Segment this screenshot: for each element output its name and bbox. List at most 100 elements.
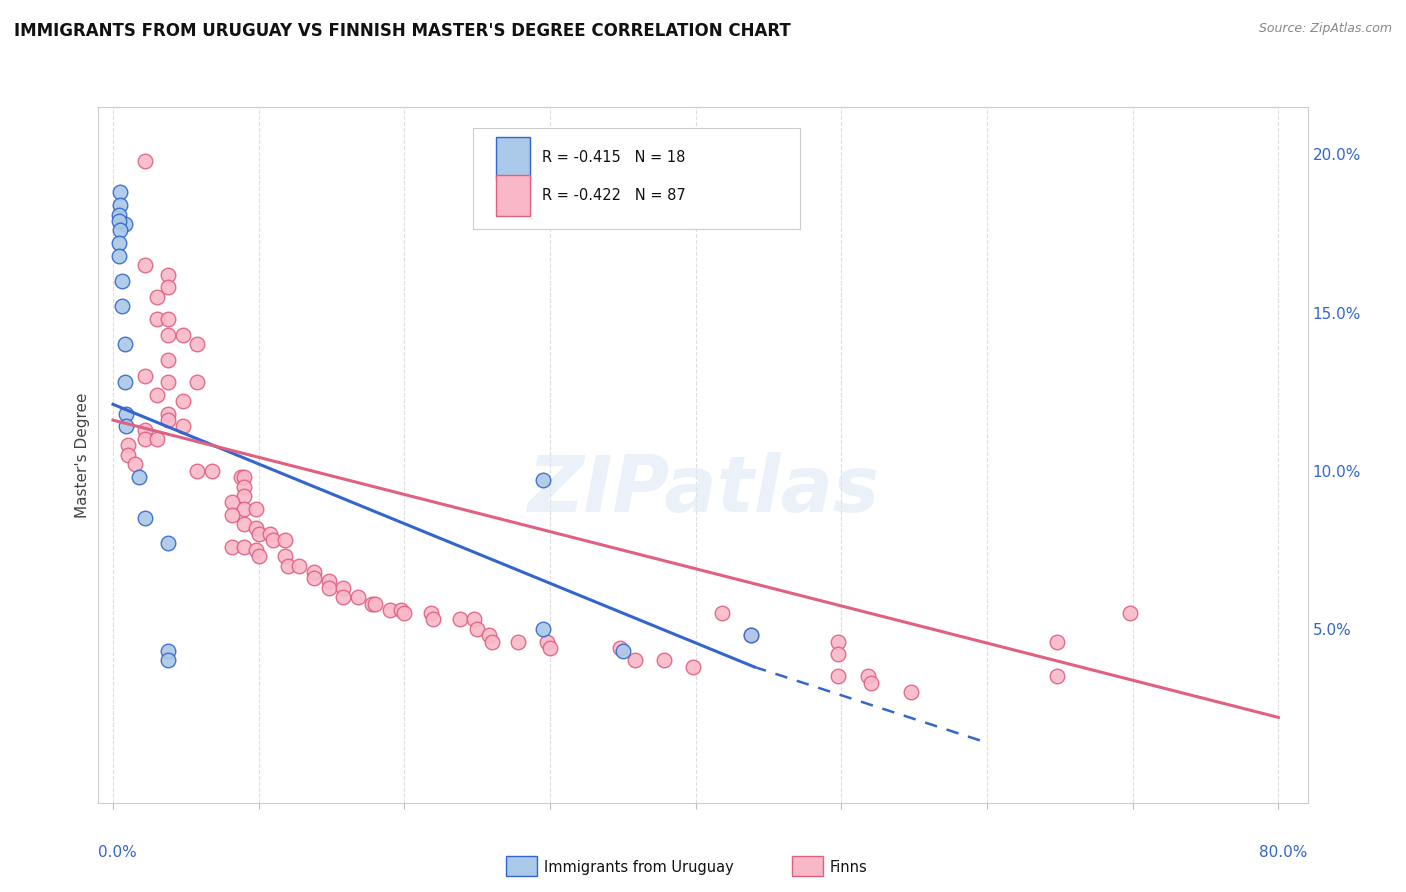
Point (288, 558, 311, 573)
Point (710, 606, 733, 620)
Point (134, 432, 156, 446)
Point (531, 622, 554, 636)
Point (364, 597, 387, 611)
Point (274, 549, 297, 563)
Point (233, 540, 256, 554)
Point (111, 274, 134, 288)
Point (157, 536, 180, 550)
Point (108, 214, 131, 228)
Point (111, 299, 134, 313)
Point (172, 327, 194, 342)
Point (361, 597, 384, 611)
Point (302, 571, 325, 585)
Point (233, 501, 256, 516)
Point (221, 540, 243, 554)
Text: ZIPatlas: ZIPatlas (527, 451, 879, 528)
Point (465, 622, 488, 636)
Point (652, 653, 675, 667)
Point (157, 413, 180, 427)
Point (145, 432, 167, 446)
Point (740, 628, 762, 642)
Point (259, 527, 281, 541)
Point (221, 508, 243, 522)
Point (1046, 634, 1069, 648)
Point (859, 675, 882, 690)
Point (110, 198, 132, 212)
Point (172, 394, 194, 409)
Point (157, 268, 180, 282)
Point (612, 644, 634, 658)
Point (110, 186, 132, 200)
Point (233, 470, 256, 484)
Point (145, 290, 167, 304)
Point (245, 501, 267, 516)
Point (134, 511, 156, 525)
Bar (496, 175, 530, 216)
Point (157, 644, 180, 658)
Point (145, 312, 167, 326)
Point (318, 581, 340, 595)
Point (117, 438, 139, 452)
Point (827, 634, 849, 648)
Point (247, 549, 270, 563)
Point (449, 612, 471, 626)
Point (245, 542, 267, 557)
Point (110, 223, 132, 237)
Point (682, 660, 704, 674)
Text: R = -0.422   N = 87: R = -0.422 N = 87 (543, 188, 686, 202)
Point (531, 473, 554, 487)
Point (115, 407, 138, 421)
Point (302, 565, 325, 579)
Point (108, 208, 131, 222)
Point (114, 337, 136, 351)
Point (391, 603, 413, 617)
Point (157, 312, 180, 326)
Point (233, 489, 256, 503)
Point (827, 647, 849, 661)
Point (157, 280, 180, 294)
Y-axis label: Master's Degree: Master's Degree (75, 392, 90, 517)
Point (145, 388, 167, 402)
Point (856, 669, 879, 683)
Point (1119, 606, 1142, 620)
Point (554, 5, 576, 20)
Point (506, 634, 529, 648)
Point (332, 581, 354, 595)
Point (221, 495, 243, 509)
Point (201, 464, 224, 478)
Point (245, 521, 267, 535)
Text: IMMIGRANTS FROM URUGUAY VS FINNISH MASTER'S DEGREE CORRELATION CHART: IMMIGRANTS FROM URUGUAY VS FINNISH MASTE… (14, 22, 790, 40)
Point (318, 574, 340, 589)
Text: R = -0.415   N = 18: R = -0.415 N = 18 (543, 151, 686, 165)
Point (378, 603, 401, 617)
Point (114, 217, 136, 231)
Point (478, 628, 501, 642)
Bar (496, 137, 530, 178)
Point (536, 634, 558, 648)
Point (422, 612, 444, 626)
Point (277, 558, 299, 573)
Point (134, 258, 156, 272)
Point (186, 375, 208, 389)
Point (900, 685, 922, 699)
Text: Immigrants from Uruguay: Immigrants from Uruguay (544, 860, 734, 874)
Point (157, 327, 180, 342)
Point (117, 448, 139, 462)
Point (394, 606, 416, 620)
Point (134, 153, 156, 168)
Point (115, 419, 138, 434)
Point (463, 612, 485, 626)
Point (419, 606, 441, 620)
Point (1046, 669, 1069, 683)
Text: 0.0%: 0.0% (98, 845, 138, 860)
Point (481, 634, 503, 648)
Point (172, 419, 194, 434)
Point (623, 653, 645, 667)
Point (108, 235, 131, 250)
Point (827, 669, 849, 683)
Point (332, 591, 354, 605)
Point (124, 458, 146, 472)
Text: Source: ZipAtlas.com: Source: ZipAtlas.com (1258, 22, 1392, 36)
Point (609, 640, 631, 655)
Point (247, 527, 270, 541)
